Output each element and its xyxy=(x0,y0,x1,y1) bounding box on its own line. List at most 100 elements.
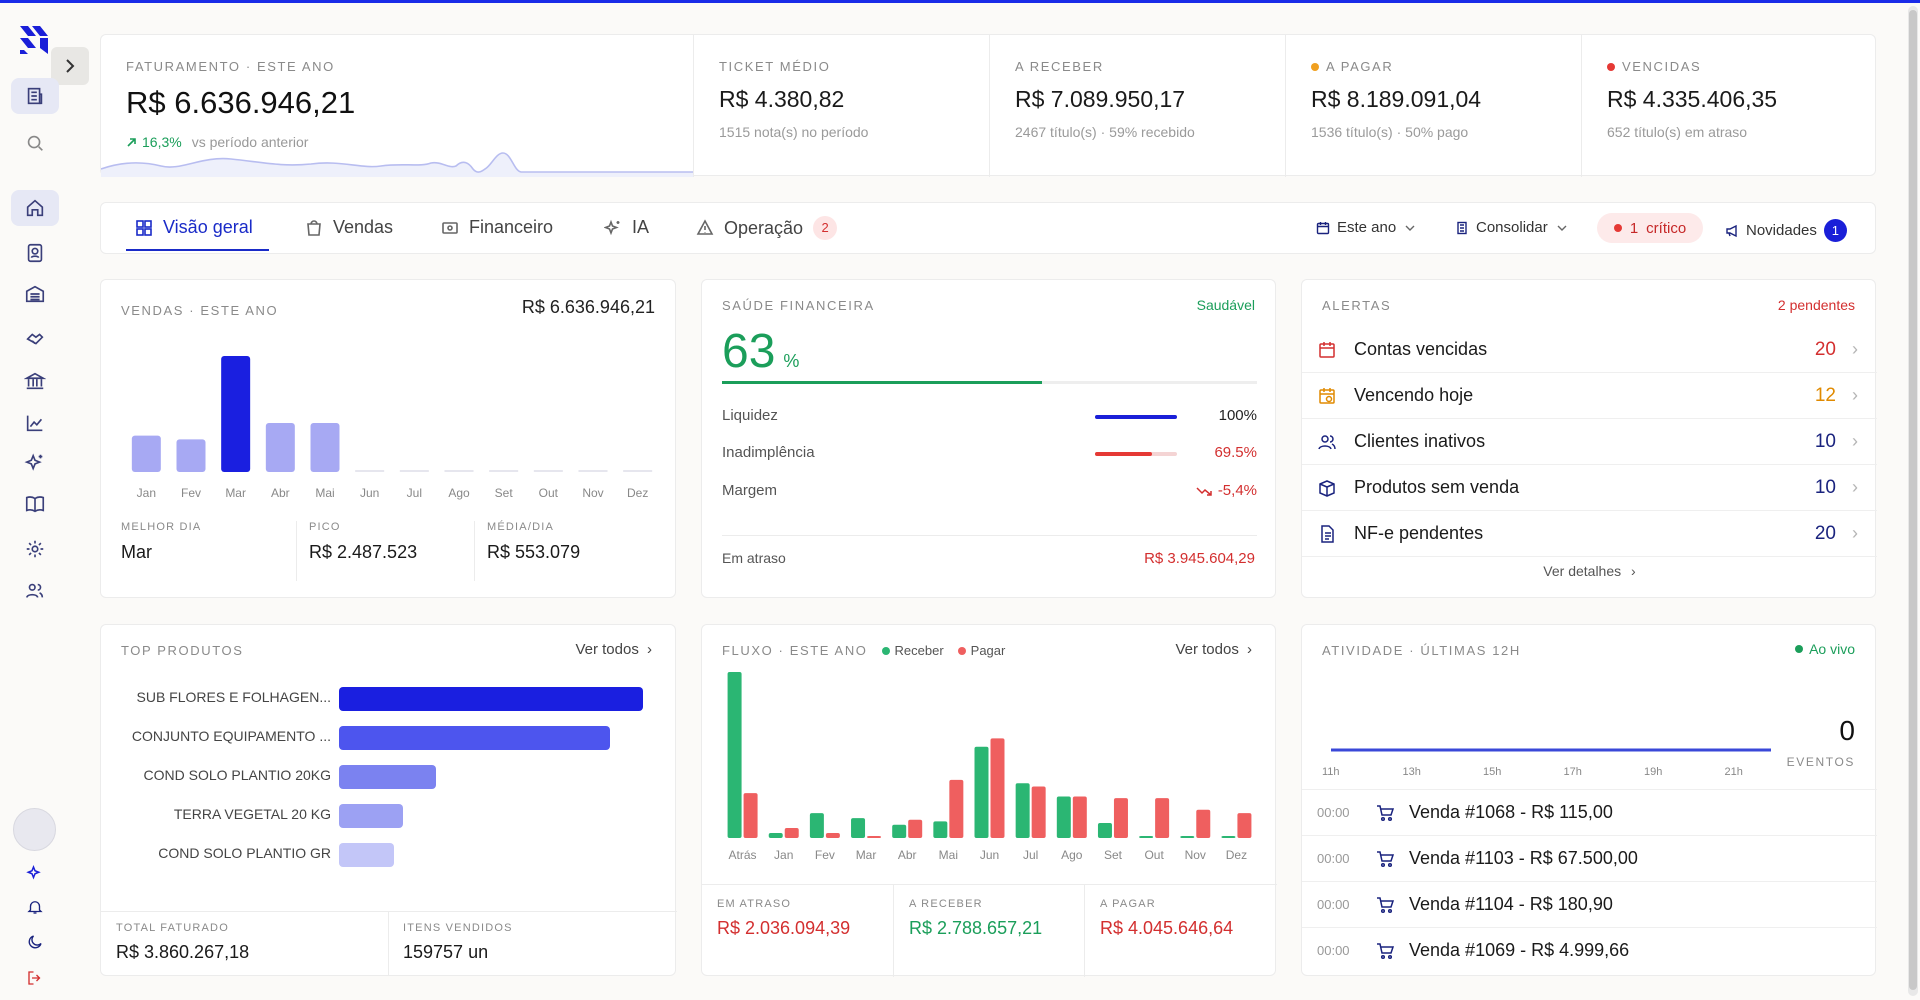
bar-mar[interactable] xyxy=(221,356,251,472)
metric-name: Margem xyxy=(722,482,778,499)
bar-receber-12[interactable] xyxy=(1221,836,1236,838)
event-row[interactable]: 00:00 Venda #1068 - R$ 115,00 xyxy=(1302,789,1877,835)
sidebar-item-docs[interactable] xyxy=(11,486,59,522)
sidebar-item-search[interactable] xyxy=(11,125,59,161)
bar-pagar-6[interactable] xyxy=(990,738,1005,838)
alert-count: 20 xyxy=(1814,338,1836,360)
bar-pagar-10[interactable] xyxy=(1155,798,1170,838)
tab-ia[interactable]: IA xyxy=(604,217,649,238)
bar-receber-2[interactable] xyxy=(809,813,824,838)
sidebar-item-analytics[interactable] xyxy=(11,405,59,441)
bar-receber-1[interactable] xyxy=(768,833,783,838)
stat-value: R$ 2.036.094,39 xyxy=(717,918,851,938)
live-dot xyxy=(1795,645,1804,653)
bar-pagar-2[interactable] xyxy=(825,833,840,838)
tab-financeiro[interactable]: Financeiro xyxy=(441,217,553,238)
tab-operacao[interactable]: Operação 2 xyxy=(696,216,838,240)
bar-pagar-12[interactable] xyxy=(1237,813,1252,838)
alert-count: 20 xyxy=(1814,522,1836,544)
sidebar-item-contacts[interactable] xyxy=(11,235,59,271)
product-bar[interactable] xyxy=(339,765,437,789)
scrollbar-thumb[interactable] xyxy=(1909,10,1917,990)
event-row[interactable]: 00:00 Venda #1104 - R$ 180,90 xyxy=(1302,881,1877,927)
ver-detalhes-link[interactable]: Ver detalhes › xyxy=(1302,563,1877,579)
bar-receber-0[interactable] xyxy=(727,672,742,838)
sidebar-item-warehouse[interactable] xyxy=(11,276,59,312)
bar-pagar-5[interactable] xyxy=(949,779,964,838)
bar-pagar-9[interactable] xyxy=(1113,798,1128,838)
ver-todos-produtos[interactable]: Ver todos › xyxy=(575,641,652,658)
bar-receber-8[interactable] xyxy=(1056,796,1071,839)
bar-receber-9[interactable] xyxy=(1097,823,1112,838)
stat-a-receber: A RECEBER R$ 2.788.657,21 xyxy=(893,885,1084,977)
product-bar[interactable] xyxy=(339,726,610,750)
product-bar[interactable] xyxy=(339,687,643,711)
sidebar-item-home[interactable] xyxy=(11,190,59,226)
bar-mai[interactable] xyxy=(310,423,340,472)
bar-jan[interactable] xyxy=(131,435,161,472)
alert-item-1[interactable]: Contas vencidas 20 › xyxy=(1302,327,1877,373)
bar-receber-5[interactable] xyxy=(933,821,948,838)
bar-receber-10[interactable] xyxy=(1139,836,1154,838)
bar-pagar-8[interactable] xyxy=(1072,796,1087,839)
tick-label: Mai xyxy=(315,486,335,500)
sidebar-expand-button[interactable] xyxy=(51,47,89,85)
product-bar[interactable] xyxy=(339,843,394,867)
novidades-button[interactable]: Novidades 1 xyxy=(1725,219,1847,242)
bar-fev[interactable] xyxy=(176,439,206,472)
alert-item-4[interactable]: Produtos sem venda 10 › xyxy=(1302,465,1877,511)
sidebar-item-settings[interactable] xyxy=(11,531,59,567)
product-label: COND SOLO PLANTIO GR xyxy=(158,845,331,861)
sidebar-item-logout[interactable] xyxy=(11,960,59,996)
event-row[interactable]: 00:00 Venda #1069 - R$ 4.999,66 xyxy=(1302,927,1877,973)
tick-label: Abr xyxy=(897,848,917,862)
sidebar-item-deals[interactable] xyxy=(11,321,59,357)
alert-item-5[interactable]: NF-e pendentes 20 › xyxy=(1302,511,1877,557)
alert-item-2[interactable]: Vencendo hoje 12 › xyxy=(1302,373,1877,419)
avatar[interactable] xyxy=(13,808,56,851)
bar-receber-6[interactable] xyxy=(974,746,989,838)
bar-pagar-11[interactable] xyxy=(1196,809,1211,838)
fluxo-x-axis: Atrás Jan Fev Mar Abr Mai Jun Jul Ago Set Out Nov De… xyxy=(722,848,1257,864)
event-row[interactable]: 00:00 Venda #1103 - R$ 67.500,00 xyxy=(1302,835,1877,881)
critico-badge[interactable]: 1 crítico xyxy=(1597,213,1703,243)
consolidar-select[interactable]: Consolidar xyxy=(1455,219,1569,236)
bar-pagar-3[interactable] xyxy=(867,836,882,838)
sidebar-item-users[interactable] xyxy=(11,573,59,609)
kpi-ticket-sub: 1515 nota(s) no período xyxy=(719,124,869,140)
kpi-receber-sub: 2467 título(s) · 59% recebido xyxy=(1015,124,1195,140)
product-bar[interactable] xyxy=(339,804,403,828)
stat-itens-vendidos: ITENS VENDIDOS 159757 un xyxy=(403,922,513,963)
top-produtos-chart: SUB FLORES E FOLHAGEN... CONJUNTO EQUIPAM… xyxy=(101,687,677,897)
top-produtos-card: TOP PRODUTOS Ver todos › SUB FLORES E FO… xyxy=(100,624,677,976)
bar-abr[interactable] xyxy=(265,423,295,472)
bar-pagar-4[interactable] xyxy=(908,819,923,838)
period-select[interactable]: Este ano xyxy=(1316,219,1417,236)
app-logo[interactable] xyxy=(19,24,51,56)
search-icon xyxy=(27,135,43,151)
bar-pagar-7[interactable] xyxy=(1031,786,1046,838)
sidebar-item-theme[interactable] xyxy=(11,924,59,960)
cart-icon xyxy=(1377,804,1394,821)
bar-pagar-1[interactable] xyxy=(784,828,799,838)
bar-receber-11[interactable] xyxy=(1180,836,1195,838)
alert-item-3[interactable]: Clientes inativos 10 › xyxy=(1302,419,1877,465)
kpi-vencidas: VENCIDAS R$ 4.335.406,35 652 título(s) e… xyxy=(1581,35,1877,177)
sidebar-item-reports[interactable] xyxy=(11,78,59,114)
active-tab-underline xyxy=(126,249,269,251)
bar-pagar-0[interactable] xyxy=(743,793,758,838)
novidades-badge: 1 xyxy=(1823,219,1847,242)
sidebar-item-ai-assistant[interactable] xyxy=(11,855,59,891)
ver-todos-fluxo[interactable]: Ver todos › xyxy=(1175,641,1252,658)
sidebar-item-notifications[interactable] xyxy=(11,889,59,925)
metric-bar-fill xyxy=(1095,452,1152,456)
tab-vendas[interactable]: Vendas xyxy=(305,217,393,238)
tab-visao-geral[interactable]: Visão geral xyxy=(135,217,253,238)
sidebar-item-bank[interactable] xyxy=(11,363,59,399)
metric-liquidez: Liquidez 100% xyxy=(722,407,1257,427)
sidebar-item-ai[interactable] xyxy=(11,445,59,481)
page-scrollbar[interactable] xyxy=(1908,6,1918,996)
bar-receber-4[interactable] xyxy=(892,824,907,838)
bar-receber-7[interactable] xyxy=(1015,783,1030,838)
bar-receber-3[interactable] xyxy=(851,818,866,838)
